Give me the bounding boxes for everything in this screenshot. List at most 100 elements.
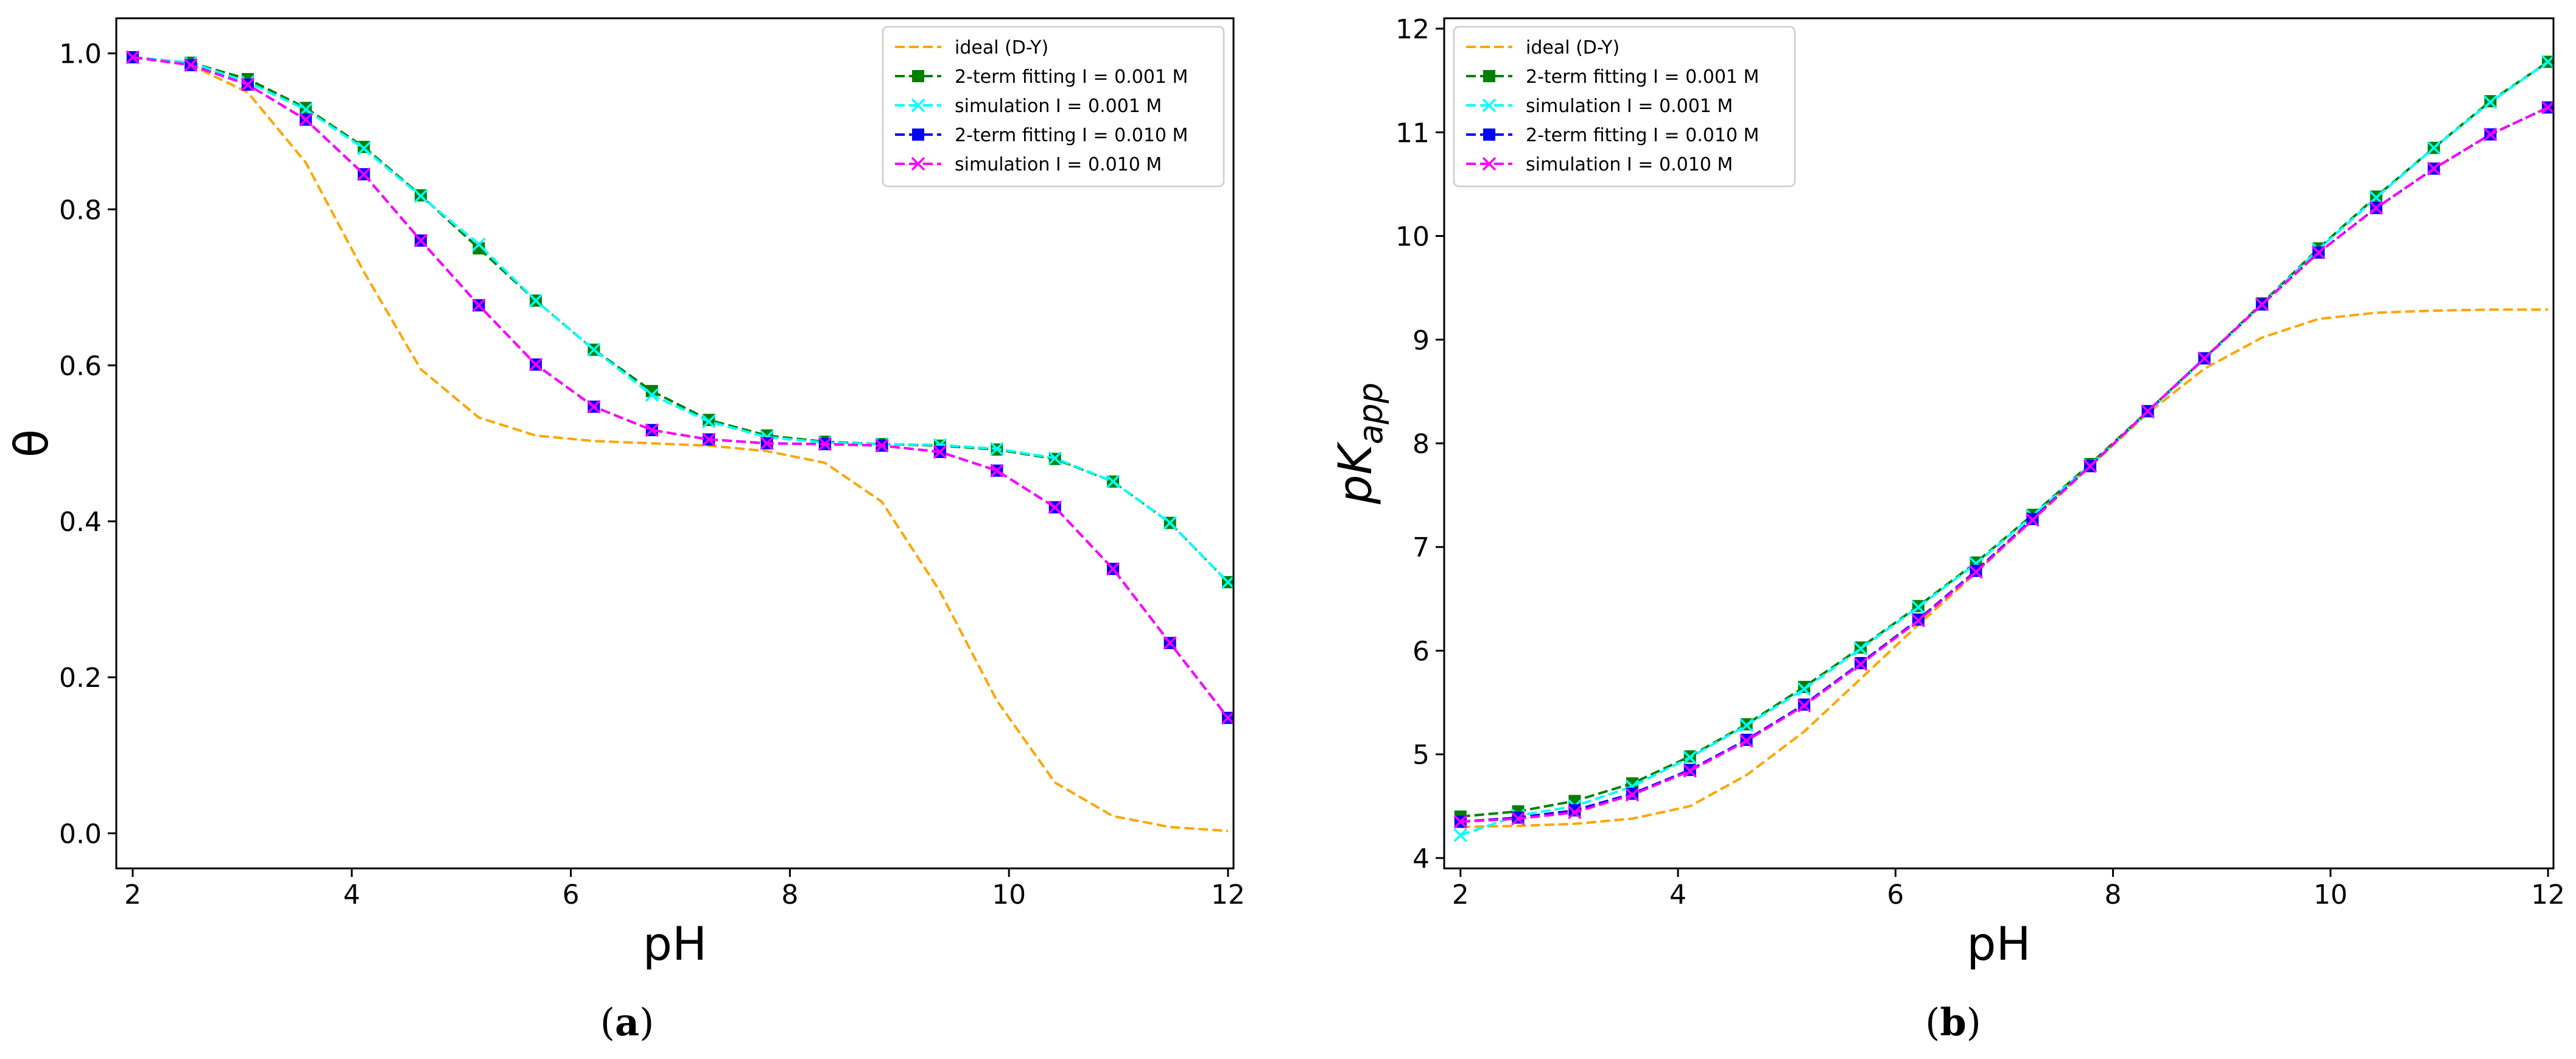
legend-marker: [1482, 157, 1497, 171]
data-point-1: [472, 242, 485, 255]
data-point-4: [1221, 711, 1234, 725]
data-point-2: [2369, 191, 2384, 205]
data-point-2: [2427, 141, 2441, 155]
data-point-2: [1797, 682, 1811, 696]
data-point-4: [760, 436, 774, 451]
x-tick-label: 2: [124, 879, 141, 910]
y-axis-label: pKapp: [1328, 382, 1390, 505]
data-point-4: [1106, 561, 1120, 576]
data-point-2: [645, 388, 659, 402]
data-point-4: [990, 463, 1004, 478]
legend-box: [1453, 26, 1796, 188]
legend-marker: [1483, 128, 1495, 141]
data-point-2: [472, 237, 486, 252]
data-point-3: [1568, 804, 1581, 817]
data-point-4: [2026, 513, 2040, 527]
legend-label: 2-term fitting I = 0.001 M: [955, 66, 1188, 88]
y-tick-label: 11: [1395, 118, 1430, 149]
series-line-4: [132, 56, 1229, 719]
data-point-4: [2483, 127, 2497, 141]
data-point-2: [2483, 95, 2497, 110]
x-tick-label: 4: [1669, 879, 1686, 910]
data-point-4: [357, 167, 371, 181]
data-point-4: [2541, 100, 2553, 114]
data-point-4: [1739, 734, 1753, 748]
legend-label: simulation I = 0.010 M: [1526, 154, 1733, 175]
x-tick-label: 2: [1452, 879, 1469, 910]
data-point-4: [2427, 161, 2441, 176]
data-point-4: [1048, 500, 1062, 515]
data-point-4: [645, 423, 659, 437]
y-tick-label: 0.0: [59, 818, 102, 850]
x-tick-label: 8: [781, 879, 798, 910]
data-point-2: [1853, 641, 1868, 656]
legend: ideal (D-Y) 2-term fitting I = 0.001 M sim…: [882, 26, 1225, 188]
data-point-2: [1221, 575, 1234, 589]
chart-a: 2 4 6 8 10 12 0.0 0.2 0.4 0.6 0.8 1.0 pH θ ideal (D-Y)…: [4, 17, 1245, 971]
series-line-0: [132, 56, 1229, 832]
legend-label: simulation I = 0.010 M: [955, 154, 1162, 175]
y-tick-label: 7: [1413, 532, 1430, 563]
y-tick-label: 6: [1413, 636, 1430, 667]
series-line-3: [1460, 106, 2549, 823]
y-tick-label: 10: [1395, 222, 1430, 253]
data-point-2: [587, 343, 601, 357]
series-line-4: [1460, 106, 2549, 823]
series-line-1: [132, 56, 1229, 583]
data-point-4: [1853, 657, 1868, 671]
legend-box: [882, 26, 1225, 188]
panel-label-a: (a): [600, 1000, 655, 1044]
legend: ideal (D-Y) 2-term fitting I = 0.001 M sim…: [1453, 26, 1796, 188]
legend-marker: [1483, 70, 1495, 82]
data-point-4: [1683, 764, 1697, 778]
series-line-2: [132, 56, 1229, 583]
data-point-4: [1969, 565, 1983, 579]
data-point-2: [702, 414, 716, 429]
data-point-4: [1511, 812, 1525, 826]
data-point-4: [2141, 404, 2155, 418]
data-point-4: [472, 298, 486, 312]
x-tick-label: 12: [1211, 879, 1245, 910]
data-point-4: [2369, 201, 2384, 215]
data-point-4: [2311, 245, 2326, 259]
y-axis-label: θ: [4, 429, 58, 458]
y-tick-label: 8: [1413, 429, 1430, 460]
x-tick-label: 10: [2314, 879, 2348, 910]
data-point-2: [528, 294, 543, 308]
panel-label-b: (b): [1925, 1000, 1981, 1044]
plot-area: [1453, 55, 2553, 842]
data-point-4: [2083, 459, 2097, 473]
data-point-4: [1797, 698, 1811, 712]
legend-label: simulation I = 0.001 M: [1526, 96, 1733, 117]
data-point-4: [933, 445, 947, 459]
y-tick-label: 1.0: [59, 39, 102, 70]
plot-frame: [1443, 17, 2555, 870]
data-point-2: [1048, 451, 1062, 465]
data-point-4: [298, 113, 313, 127]
x-tick-label: 6: [1887, 879, 1904, 910]
data-point-2: [1106, 474, 1120, 488]
data-point-1: [703, 413, 715, 426]
data-point-2: [1453, 828, 1468, 842]
series-line-2: [1460, 60, 2549, 837]
data-point-2: [2541, 55, 2553, 69]
data-point-4: [875, 438, 889, 453]
x-axis-label: pH: [643, 917, 707, 971]
data-point-4: [2197, 351, 2211, 365]
data-point-2: [1683, 750, 1697, 765]
y-tick-label: 12: [1395, 14, 1430, 45]
data-point-2: [357, 141, 371, 156]
data-point-2: [990, 442, 1004, 456]
data-point-2: [1163, 516, 1177, 530]
x-tick-label: 12: [2531, 879, 2565, 910]
data-point-4: [1625, 787, 1640, 802]
x-tick-label: 4: [343, 879, 360, 910]
data-point-4: [240, 77, 255, 92]
legend-label: 2-term fitting I = 0.001 M: [1526, 66, 1759, 88]
y-tick-label: 0.2: [59, 663, 102, 694]
x-tick-label: 10: [992, 879, 1026, 910]
y-tick-label: 9: [1413, 325, 1430, 356]
plot-area: [125, 50, 1234, 832]
data-point-4: [1568, 805, 1582, 820]
